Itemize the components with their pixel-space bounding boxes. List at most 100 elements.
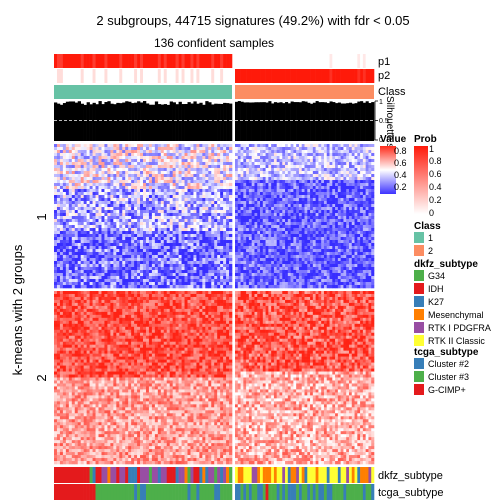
heatmap-cell	[77, 276, 81, 280]
heatmap-cell	[271, 180, 275, 184]
heatmap-cell	[193, 285, 197, 289]
heatmap-cell	[226, 285, 230, 289]
heatmap-cell	[196, 177, 200, 181]
heatmap-cell	[166, 249, 170, 253]
heatmap-cell	[307, 171, 311, 175]
heatmap-cell	[62, 189, 67, 193]
p1-cell	[116, 54, 120, 68]
heatmap-cell	[54, 219, 58, 223]
heatmap-cell	[199, 255, 203, 259]
heatmap-cell	[315, 204, 319, 208]
heatmap-cell	[56, 282, 61, 286]
heatmap-cell	[157, 237, 162, 241]
heatmap-cell	[360, 210, 364, 214]
heatmap-cell	[340, 222, 344, 226]
heatmap-cell	[163, 207, 168, 211]
heatmap-cell	[354, 195, 358, 199]
heatmap-cell	[226, 252, 230, 256]
p2-cell	[131, 69, 135, 83]
heatmap-cell	[226, 159, 230, 163]
p1-cell	[246, 54, 250, 68]
heatmap-cell	[360, 222, 364, 226]
heatmap-cell	[190, 219, 194, 223]
heatmap-cell	[190, 273, 194, 277]
heatmap-cell	[340, 159, 344, 163]
heatmap-cell	[116, 282, 120, 286]
heatmap-cell	[357, 231, 361, 235]
heatmap-cell	[143, 234, 147, 238]
heatmap-cell	[329, 159, 333, 163]
heatmap-cell	[293, 186, 297, 190]
heatmap-cell	[148, 270, 153, 274]
heatmap-cell	[56, 279, 61, 283]
heatmap-cell	[307, 225, 311, 229]
heatmap-cell	[119, 159, 123, 163]
heatmap-cell	[265, 204, 269, 208]
heatmap-cell	[290, 180, 294, 184]
heatmap-cell	[240, 234, 244, 238]
heatmap-cell	[89, 273, 93, 277]
p2-cell	[74, 69, 79, 83]
heatmap-cell	[208, 153, 212, 157]
heatmap-cell	[246, 168, 250, 172]
heatmap-cell	[365, 207, 369, 211]
heatmap-cell	[56, 285, 61, 289]
heatmap-cell	[346, 207, 350, 211]
heatmap-cell	[310, 210, 314, 214]
heatmap-cell	[318, 207, 322, 211]
p2-cell	[166, 69, 170, 83]
heatmap-cell	[220, 162, 224, 166]
heatmap-cell	[74, 192, 79, 196]
heatmap-cell	[315, 216, 319, 220]
heatmap-cell	[175, 189, 179, 193]
heatmap-cell	[74, 156, 79, 160]
heatmap-cell	[205, 171, 209, 175]
heatmap-cell	[346, 198, 350, 202]
heatmap-cell	[154, 261, 159, 265]
heatmap-cell	[246, 183, 250, 187]
heatmap-cell	[80, 231, 84, 235]
heatmap-cell	[143, 168, 147, 172]
heatmap-cell	[95, 201, 99, 205]
heatmap-cell	[365, 210, 369, 214]
heatmap-cell	[104, 222, 108, 226]
heatmap-cell	[235, 213, 239, 217]
heatmap-cell	[98, 279, 102, 283]
heatmap-cell	[246, 237, 250, 241]
heatmap-cell	[254, 150, 258, 154]
heatmap-cell	[226, 282, 230, 286]
p2-cell	[89, 69, 93, 83]
heatmap-cell	[285, 177, 289, 181]
heatmap-cell	[351, 231, 355, 235]
heatmap-cell	[279, 249, 283, 253]
heatmap-cell	[134, 150, 138, 154]
heatmap-cell	[71, 255, 76, 259]
heatmap-cell	[131, 285, 135, 289]
heatmap-cell	[208, 186, 212, 190]
heatmap-cell	[282, 180, 286, 184]
heatmap-cell	[116, 171, 120, 175]
heatmap-cell	[310, 231, 314, 235]
heatmap-cell	[131, 237, 135, 241]
heatmap-cell	[98, 186, 102, 190]
heatmap-cell	[251, 198, 255, 202]
heatmap-cell	[68, 201, 73, 205]
heatmap-cell	[290, 246, 294, 250]
heatmap-cell	[360, 150, 364, 154]
heatmap-cell	[68, 144, 73, 148]
heatmap-cell	[160, 198, 165, 202]
heatmap-cell	[74, 264, 79, 268]
heatmap-cell	[110, 228, 114, 232]
heatmap-cell	[326, 234, 330, 238]
heatmap-cell	[92, 264, 96, 268]
heatmap-cell	[321, 234, 325, 238]
heatmap-cell	[71, 147, 76, 151]
heatmap-cell	[202, 249, 206, 253]
heatmap-cell	[110, 240, 114, 244]
heatmap-cell	[181, 174, 185, 178]
heatmap-cell	[140, 150, 144, 154]
heatmap-cell	[312, 156, 316, 160]
heatmap-cell	[235, 189, 239, 193]
heatmap-cell	[246, 225, 250, 229]
heatmap-cell	[86, 153, 90, 157]
